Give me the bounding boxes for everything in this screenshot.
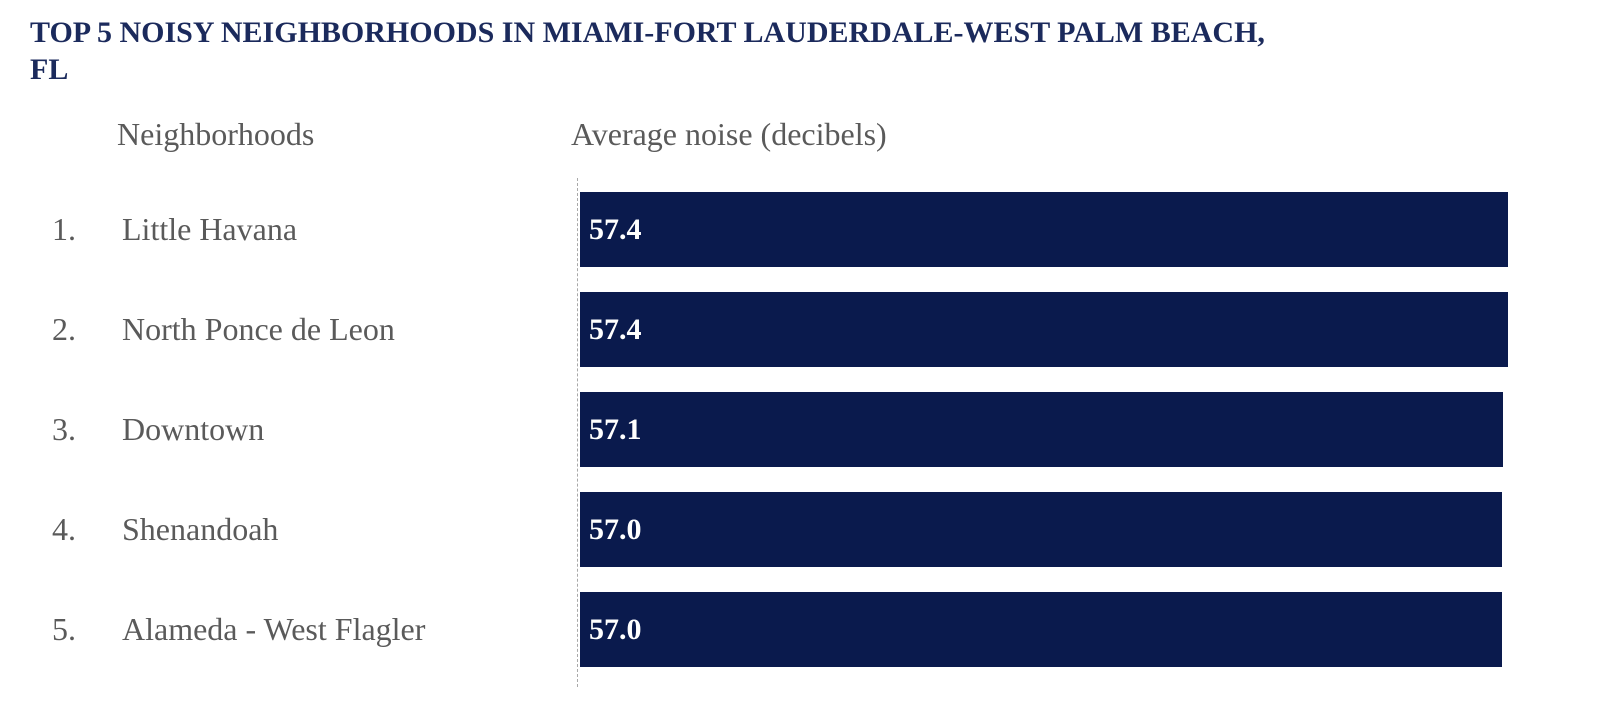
row-neighborhood-label: Alameda - West Flagler (122, 611, 426, 647)
row-rank-label: 2. (52, 311, 76, 347)
bar-value-label: 57.0 (589, 612, 642, 646)
bar-value-label: 57.0 (589, 512, 642, 546)
chart-title-line-1: TOP 5 NOISY NEIGHBORHOODS IN MIAMI-FORT … (30, 16, 1265, 49)
noise-bar: 57.1 (580, 392, 1503, 467)
bar-value-label: 57.1 (589, 412, 642, 446)
bar-value-label: 57.4 (589, 312, 642, 346)
row-neighborhood-label: Little Havana (122, 211, 298, 247)
row-rank-label: 3. (52, 411, 76, 447)
noise-bar: 57.4 (580, 192, 1508, 267)
row-neighborhood-label: North Ponce de Leon (122, 311, 395, 347)
row-rank-label: 5. (52, 611, 76, 647)
row-rank-label: 4. (52, 511, 76, 547)
table-row: 1. Little Havana 57.4 (0, 192, 1604, 267)
row-rank-label: 1. (52, 211, 76, 247)
row-neighborhood-label: Shenandoah (122, 511, 279, 547)
noise-bar: 57.0 (580, 592, 1502, 667)
column-header-neighborhoods: Neighborhoods (117, 116, 315, 152)
chart-title: TOP 5 NOISY NEIGHBORHOODS IN MIAMI-FORT … (30, 14, 1390, 88)
noise-bar: 57.4 (580, 292, 1508, 367)
table-row: 4. Shenandoah 57.0 (0, 492, 1604, 567)
row-neighborhood-label: Downtown (122, 411, 265, 447)
table-row: 2. North Ponce de Leon 57.4 (0, 292, 1604, 367)
column-header-average-noise: Average noise (decibels) (571, 116, 887, 152)
noise-bar: 57.0 (580, 492, 1502, 567)
table-row: 3. Downtown 57.1 (0, 392, 1604, 467)
axis-baseline-dashed-line (577, 178, 578, 687)
table-row: 5. Alameda - West Flagler 57.0 (0, 592, 1604, 667)
bar-value-label: 57.4 (589, 212, 642, 246)
chart-title-line-2: FL (30, 53, 69, 86)
